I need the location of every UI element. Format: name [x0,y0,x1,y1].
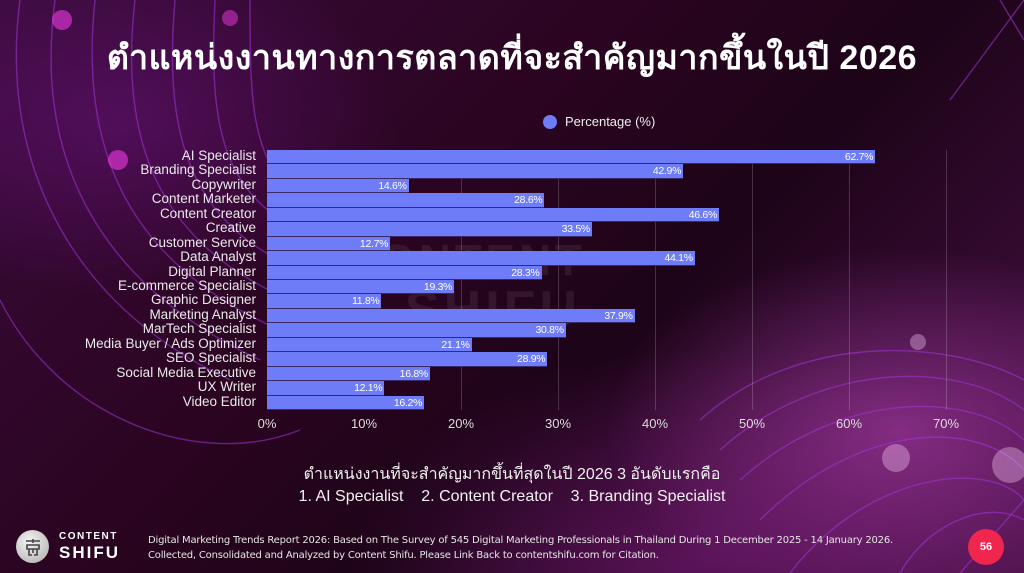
bar-value-label: 42.9% [652,165,682,178]
gridline [849,150,850,410]
gridline [558,150,559,410]
bar-value-label: 28.9% [517,353,546,366]
x-axis-tick: 50% [738,416,766,431]
bar-value-label: 30.8% [535,324,564,337]
y-axis-label: Media Buyer / Ads Optimizer [84,335,256,351]
x-axis-tick: 20% [447,416,475,431]
bar: 62.7% [267,150,876,165]
legend-label: Percentage (%) [565,114,656,129]
x-axis-tick: 40% [641,416,669,431]
x-axis-tick: 60% [835,416,863,431]
bar: 11.8% [267,294,382,309]
content-shifu-logo: CONTENT SHIFU [16,530,120,563]
source-footnote: Digital Marketing Trends Report 2026: Ba… [148,535,893,561]
x-axis-tick: 70% [932,416,960,431]
gridline [461,150,462,410]
bar: 42.9% [267,164,684,179]
bar: 21.1% [267,337,472,353]
bar-value-label: 12.1% [354,382,383,395]
bar-value-label: 11.8% [351,295,380,308]
y-axis-label: Branding Specialist [140,162,256,178]
bar: 28.3% [267,265,542,280]
bar-value-label: 33.5% [561,223,591,236]
bar-value-label: 37.9% [604,309,633,322]
y-axis-label: E-commerce Specialist [117,278,256,293]
legend-dot-icon [543,114,557,129]
y-axis-label: Social Media Executive [116,364,256,380]
y-axis-label: Copywriter [191,176,256,192]
bar: 44.1% [267,251,695,266]
bar-value-label: 28.3% [511,266,540,279]
bar-value-label: 16.8% [399,367,429,380]
bar: 16.2% [267,395,425,410]
page-number-badge: 56 [968,529,1004,565]
logo-text-shifu: SHIFU [59,543,120,562]
content-shifu-logo-icon [16,530,49,563]
bar: 30.8% [267,323,566,338]
x-axis-tick: 30% [544,416,572,431]
page-title: ตำแหน่งงานทางการตลาดที่จะสำคัญมากขึ้นในป… [106,39,918,77]
y-axis-label: Digital Planner [168,263,256,279]
bar: 12.1% [267,381,385,396]
chart-legend: Percentage (%) [543,114,655,129]
bar-value-label: 44.1% [664,252,693,265]
bar-chart-plot: 62.7% 42.9% 14.6% 28.6% 46.6% 33.5% 12.7% 44.1%… [267,150,947,410]
x-axis-tick: 10% [350,416,378,431]
bar: 14.6% [267,178,409,194]
bar-value-label: 21.1% [441,338,470,351]
bar: 46.6% [267,207,720,223]
y-axis-label: Content Marketer [151,191,256,207]
y-axis-label: Creative [205,220,256,236]
bar: 16.8% [267,366,430,382]
bar: 28.6% [267,193,545,208]
bar: 19.3% [267,280,455,295]
bar: 33.5% [267,222,592,237]
x-axis-tick: 0% [257,416,277,431]
bar-value-label: 19.3% [423,281,453,293]
y-axis-label: Graphic Designer [150,292,256,308]
bar-value-label: 16.2% [393,396,423,409]
y-axis-label: Customer Service [148,234,256,250]
y-axis-label: AI Specialist [181,148,256,163]
gridline [946,150,947,410]
logo-text-content: CONTENT [59,531,118,542]
bar-value-label: 62.7% [844,151,874,163]
gridline [655,150,656,410]
bar: 28.9% [267,352,548,367]
bar-value-label: 28.6% [514,194,543,207]
bar-value-label: 14.6% [378,179,407,192]
y-axis-label: SEO Specialist [165,350,256,366]
bar: 37.9% [267,308,635,324]
y-axis-label: UX Writer [197,379,256,395]
bar-value-label: 12.7% [359,237,389,250]
bar-value-label: 46.6% [688,208,718,221]
summary-top3: 1. AI Specialist 2. Content Creator 3. B… [298,488,726,505]
y-axis-label: Marketing Analyst [149,306,256,322]
y-axis-label: Video Editor [182,393,256,409]
y-axis-label: MarTech Specialist [142,321,256,337]
y-axis-label: Data Analyst [180,249,256,265]
gridline [752,150,753,410]
y-axis-label: Content Creator [159,205,256,221]
summary-heading: ตำแหน่งงานที่จะสำคัญมากขึ้นที่สุดในปี 20… [303,466,721,483]
bar: 12.7% [267,236,391,252]
